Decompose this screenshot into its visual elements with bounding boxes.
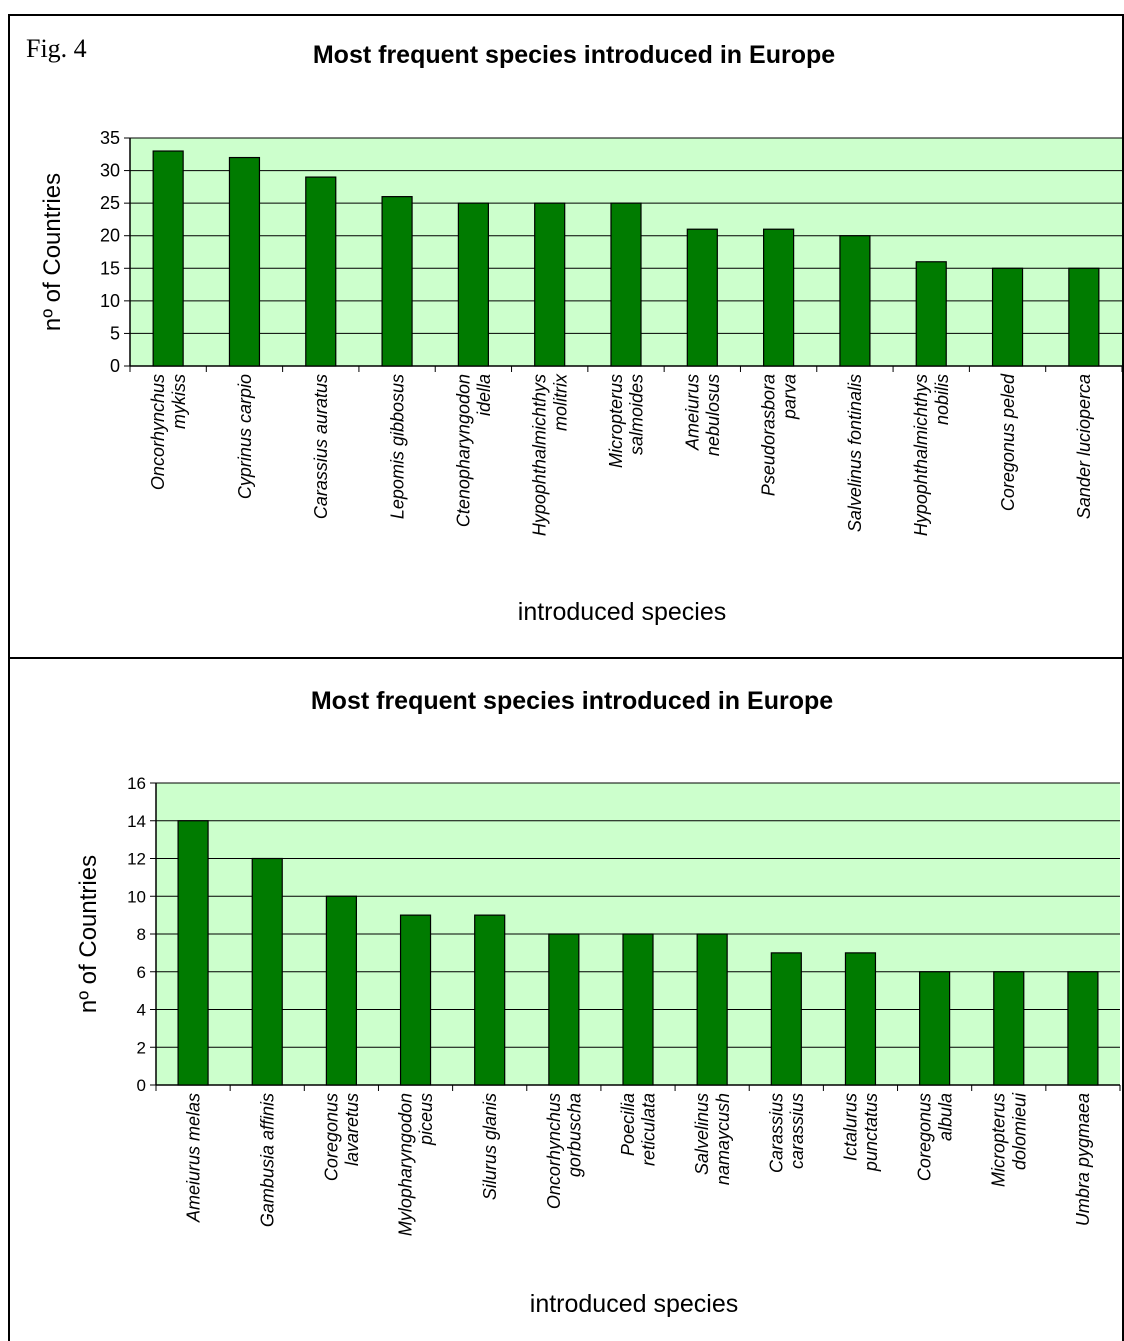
y-tick-label: 6 xyxy=(137,963,146,982)
bar xyxy=(763,228,795,367)
y-tick-label: 0 xyxy=(137,1076,146,1095)
category-label: piceus xyxy=(416,1093,436,1146)
bar xyxy=(686,228,718,367)
category-label: albula xyxy=(935,1093,955,1141)
y-tick-label: 8 xyxy=(137,925,146,944)
bar xyxy=(474,914,506,1086)
y-tick-label: 16 xyxy=(127,774,146,793)
y-axis-label: nº of Countries xyxy=(75,855,102,1013)
category-label: Ictalurus xyxy=(840,1093,860,1161)
bar xyxy=(993,971,1025,1086)
y-tick-label: 25 xyxy=(100,193,120,213)
y-tick-label: 35 xyxy=(100,128,120,148)
y-tick-label: 12 xyxy=(127,850,146,869)
category-label: Pseudorasbora xyxy=(759,374,779,496)
bar xyxy=(622,933,654,1086)
category-label: Coregonus xyxy=(915,1093,935,1181)
bar xyxy=(251,857,283,1086)
bar xyxy=(548,933,580,1086)
bar xyxy=(610,202,642,367)
category-label: namaycush xyxy=(713,1093,733,1185)
bar xyxy=(844,952,877,1086)
category-label: Cyprinus carpio xyxy=(235,374,255,499)
bar-chart-bottom: Most frequent species introduced in Euro… xyxy=(75,687,1121,1318)
bar xyxy=(770,952,802,1086)
category-label: Micropterus xyxy=(989,1093,1009,1187)
category-label: Silurus glanis xyxy=(480,1093,500,1200)
chart-title: Most frequent species introduced in Euro… xyxy=(313,41,835,69)
y-tick-label: 10 xyxy=(100,291,120,311)
category-label: Ameiurus xyxy=(682,374,702,451)
x-axis-label: introduced species xyxy=(518,598,726,626)
bar xyxy=(1068,267,1100,367)
category-label: Mylopharyngodon xyxy=(395,1093,415,1236)
y-axis-label: nº of Countries xyxy=(39,173,66,331)
y-tick-label: 2 xyxy=(137,1038,146,1057)
x-axis-label: introduced species xyxy=(530,1290,738,1318)
y-tick-label: 0 xyxy=(110,356,120,376)
y-tick-label: 14 xyxy=(127,812,146,831)
figure-label: Fig. 4 xyxy=(26,34,87,63)
category-label: idella xyxy=(474,374,494,416)
category-label: Hypophthalmichthys xyxy=(911,374,931,536)
chart-title: Most frequent species introduced in Euro… xyxy=(311,687,833,715)
category-label: Salvelinus fontinalis xyxy=(845,374,865,532)
bar xyxy=(152,150,184,367)
category-label: nebulosus xyxy=(703,374,723,456)
bar xyxy=(1067,971,1099,1086)
category-label: dolomieui xyxy=(1009,1092,1029,1170)
bar xyxy=(305,176,337,367)
category-label: mykiss xyxy=(169,374,189,429)
category-label: Gambusia affinis xyxy=(258,1093,278,1227)
bar xyxy=(381,196,413,367)
category-label: gorbuscha xyxy=(564,1093,584,1177)
category-label: Ctenopharyngodon xyxy=(453,374,473,527)
y-tick-label: 20 xyxy=(100,226,120,246)
y-tick-label: 4 xyxy=(137,1001,146,1020)
category-label: Salvelinus xyxy=(692,1093,712,1175)
category-label: parva xyxy=(779,374,799,420)
bar xyxy=(228,156,261,367)
category-label: Micropterus xyxy=(606,374,626,468)
category-label: salmoides xyxy=(627,374,647,455)
category-label: reticulata xyxy=(639,1093,659,1166)
category-label: Lepomis gibbosus xyxy=(387,374,407,519)
category-label: Umbra pygmaea xyxy=(1073,1093,1093,1226)
chart-panel-bottom xyxy=(8,657,1124,1341)
category-label: Oncorhynchus xyxy=(148,374,168,490)
category-label: Carassius auratus xyxy=(311,374,331,519)
bar xyxy=(991,267,1024,367)
bar xyxy=(696,933,728,1086)
category-label: Coregonus peled xyxy=(998,373,1018,511)
category-label: molitrix xyxy=(550,373,570,431)
category-label: Hypophthalmichthys xyxy=(530,374,550,536)
bar xyxy=(399,914,432,1086)
bar xyxy=(457,202,489,367)
y-tick-label: 5 xyxy=(110,323,120,343)
category-label: Poecilia xyxy=(618,1093,638,1156)
category-label: Coregonus xyxy=(321,1093,341,1181)
bar-chart-top: Most frequent species introduced in Euro… xyxy=(39,41,1123,626)
category-label: Ameiurus melas xyxy=(183,1093,203,1223)
y-tick-label: 30 xyxy=(100,161,120,181)
bar xyxy=(915,261,947,367)
bar xyxy=(534,202,566,367)
bar xyxy=(325,895,357,1086)
bar xyxy=(919,971,951,1086)
y-tick-label: 15 xyxy=(100,258,120,278)
category-label: lavaretus xyxy=(342,1093,362,1166)
category-label: Carassius xyxy=(766,1093,786,1173)
bar xyxy=(177,820,209,1086)
y-tick-label: 10 xyxy=(127,887,146,906)
bar xyxy=(839,235,871,367)
category-label: Sander lucioperca xyxy=(1074,374,1094,519)
category-label: nobilis xyxy=(932,374,952,425)
category-label: Oncorhynchus xyxy=(544,1093,564,1209)
category-label: carassius xyxy=(787,1093,807,1169)
category-label: punctatus xyxy=(861,1093,881,1172)
